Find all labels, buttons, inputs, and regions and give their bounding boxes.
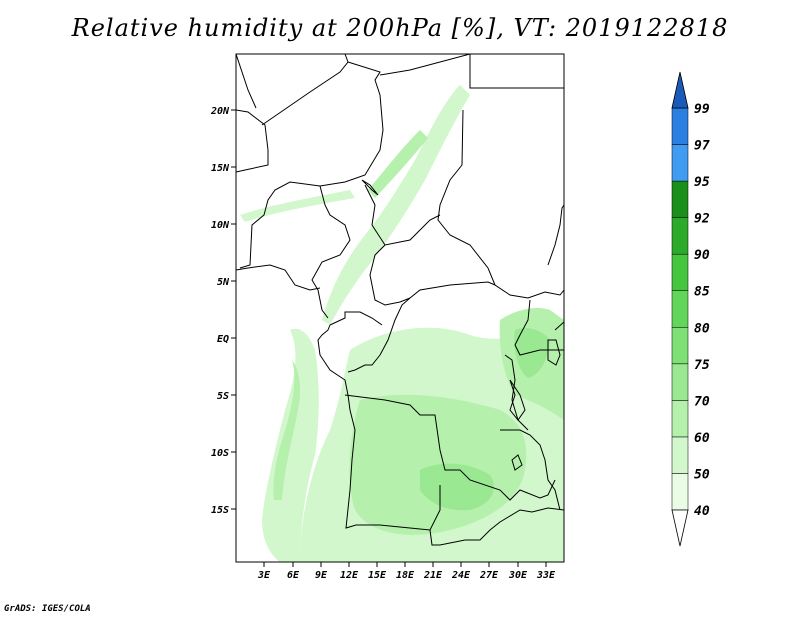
humidity-band-sahel <box>240 190 355 222</box>
lat-tick-label: 15S <box>211 505 229 516</box>
colorbar-bin <box>671 253 689 291</box>
lat-tick-label: 15N <box>211 163 230 174</box>
colorbar-level-label: 40 <box>694 504 710 519</box>
colorbar-bin <box>671 436 689 474</box>
colorbar-level-label: 99 <box>694 102 710 117</box>
lat-axis: 20N 15N 10N 5N EQ 5S 10S 15S <box>210 106 236 516</box>
colorbar-bin <box>671 290 689 328</box>
lon-tick-label: 18E <box>396 570 415 581</box>
lat-tick-label: 20N <box>210 106 230 117</box>
colorbar-bin <box>671 327 689 365</box>
humidity-band-diagonal <box>322 85 470 325</box>
lon-tick-label: 27E <box>479 570 499 581</box>
colorbar-top-arrow <box>671 71 689 109</box>
colorbar: 40 50 60 70 75 80 85 90 92 95 97 99 <box>671 71 710 547</box>
lat-tick-label: 10N <box>211 220 230 231</box>
colorbar-bin <box>671 107 689 145</box>
lon-tick-label: 12E <box>340 570 359 581</box>
colorbar-level-label: 80 <box>694 321 710 336</box>
colorbar-bottom-arrow <box>671 509 689 547</box>
colorbar-bin <box>671 217 689 255</box>
colorbar-level-label: 92 <box>694 212 710 227</box>
colorbar-bin <box>671 144 689 182</box>
colorbar-level-label: 75 <box>694 358 710 373</box>
lat-tick-label: EQ <box>217 334 229 345</box>
humidity-shading <box>240 85 564 562</box>
colorbar-labels: 40 50 60 70 75 80 85 90 92 95 97 99 <box>694 102 710 519</box>
lon-tick-label: 21E <box>423 570 443 581</box>
colorbar-level-label: 95 <box>694 175 710 190</box>
lon-axis: 3E 6E 9E 12E 15E 18E 21E 24E 27E 30E 33E <box>257 562 556 581</box>
colorbar-level-label: 50 <box>694 467 710 482</box>
credit-text: GrADS: IGES/COLA <box>4 604 91 614</box>
lat-tick-label: 5N <box>217 277 230 288</box>
lon-tick-label: 3E <box>257 570 271 581</box>
lat-tick-label: 10S <box>211 448 229 459</box>
map-title: Relative humidity at 200hPa [%], VT: 201… <box>71 14 729 42</box>
colorbar-level-label: 70 <box>694 394 710 409</box>
lon-tick-label: 24E <box>451 570 471 581</box>
colorbar-level-label: 60 <box>694 431 710 446</box>
colorbar-bin <box>671 473 689 511</box>
humidity-band-diagonal-core <box>368 130 428 198</box>
colorbar-bin <box>671 363 689 401</box>
colorbar-level-label: 90 <box>694 248 710 263</box>
colorbar-level-label: 85 <box>694 285 710 300</box>
lon-tick-label: 15E <box>368 570 387 581</box>
colorbar-bin <box>671 180 689 218</box>
lon-tick-label: 33E <box>536 570 556 581</box>
colorbar-level-label: 97 <box>694 139 710 154</box>
map-frame <box>235 53 565 563</box>
humidity-region-east-core <box>514 328 550 378</box>
colorbar-bins <box>671 107 689 511</box>
humidity-region-south-patch <box>420 463 494 511</box>
colorbar-bin <box>671 400 689 438</box>
lat-tick-label: 5S <box>217 391 229 402</box>
lon-tick-label: 30E <box>508 570 528 581</box>
country-borders <box>236 54 564 546</box>
humidity-band-west-core <box>273 360 300 500</box>
lon-tick-label: 6E <box>287 570 300 581</box>
lon-tick-label: 9E <box>315 570 328 581</box>
